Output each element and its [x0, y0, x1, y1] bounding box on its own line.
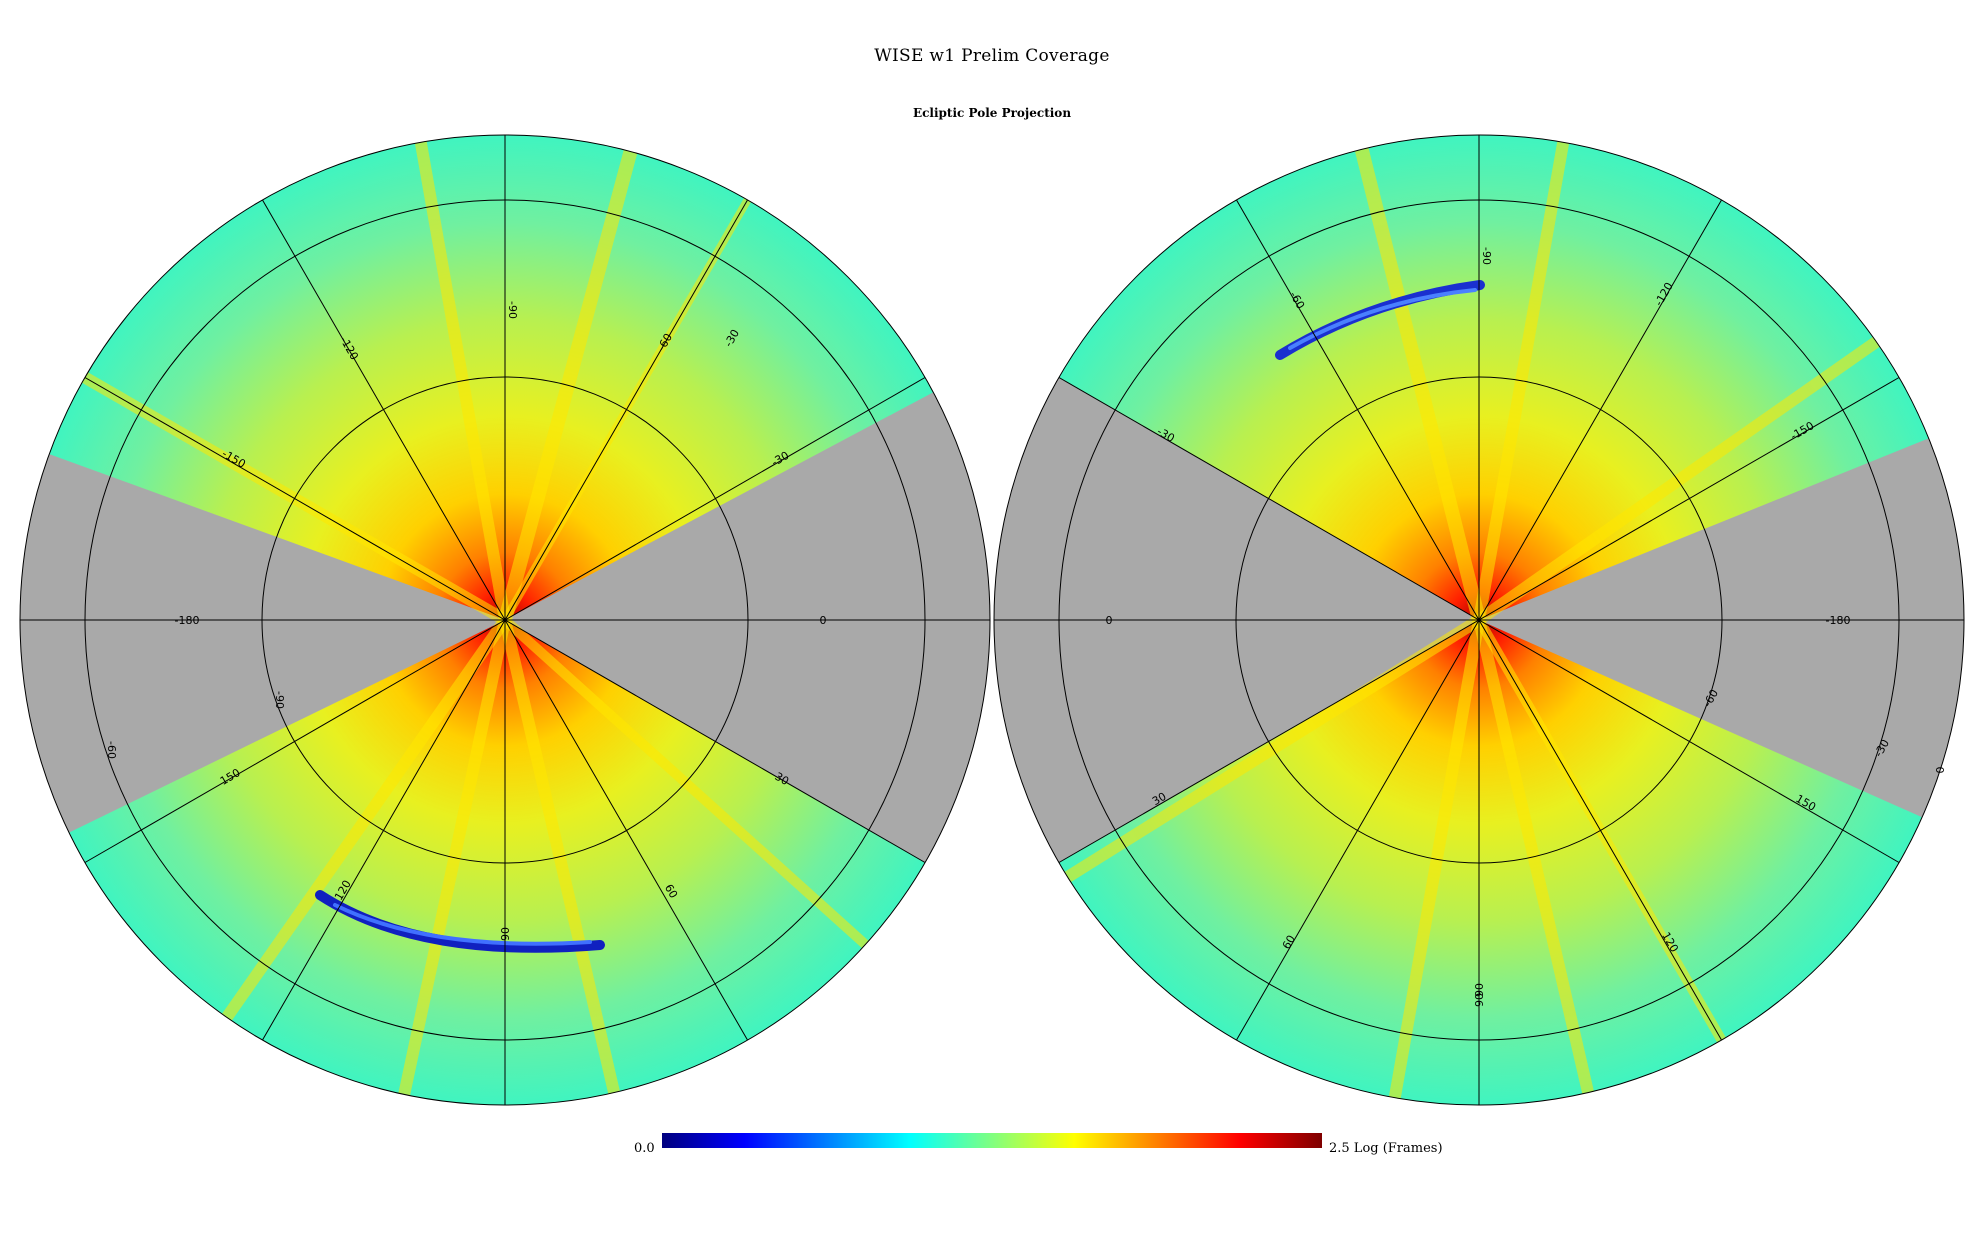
coverage-stripe	[501, 616, 869, 949]
right-label: 30	[1150, 790, 1169, 808]
right-label: -90	[1480, 247, 1493, 265]
left-label: -60	[105, 741, 118, 759]
low-coverage-band	[333, 903, 592, 946]
chart-title: WISE w1 Prelim Coverage	[874, 46, 1110, 66]
right-label: 90	[1473, 983, 1486, 997]
coverage-stripe	[221, 616, 510, 1021]
left-label: 90	[499, 927, 512, 941]
coverage-stripe	[1064, 614, 1483, 883]
right-label: 60	[1280, 933, 1298, 952]
coverage-stripe	[1475, 336, 1880, 625]
grid-spoke	[1058, 377, 1900, 863]
colorbar-max-label: 2.5 Log (Frames)	[1329, 1141, 1443, 1156]
right-low-coverage-features	[1275, 280, 1485, 360]
left-label: 0	[820, 614, 827, 627]
coverage-stripe	[1473, 141, 1570, 622]
left-label: -180	[175, 614, 200, 627]
left-label: -90	[506, 301, 519, 319]
left-label: 60	[662, 882, 680, 901]
left-low-coverage-features	[315, 890, 605, 953]
coverage-stripe	[499, 618, 620, 1094]
right-label: -180	[1826, 614, 1851, 627]
chart-subtitle: Ecliptic Pole Projection	[912, 106, 1072, 120]
coverage-stripe	[414, 141, 511, 622]
left-label: 30	[772, 770, 791, 788]
right-label: 90	[1473, 993, 1486, 1007]
coverage-stripe	[498, 149, 638, 622]
right-grid	[993, 134, 1965, 1106]
left-grid	[19, 134, 991, 1106]
right-label: 0	[1106, 614, 1113, 627]
coverage-stripe	[1354, 147, 1486, 622]
coverage-stripe	[398, 618, 511, 1096]
grid-spoke	[84, 377, 926, 863]
right-label: 0	[1934, 767, 1947, 774]
left-grid-labels: -180 0 -150 150 -120 120 -90 90 -60 60 -…	[105, 301, 827, 941]
low-coverage-band	[1288, 288, 1477, 350]
coverage-stripe	[1473, 618, 1594, 1094]
coverage-stripe	[1388, 618, 1485, 1099]
colorbar-min-label: 0.0	[634, 1141, 655, 1156]
colorbar	[662, 1133, 1322, 1148]
left-label: -90	[273, 691, 286, 709]
